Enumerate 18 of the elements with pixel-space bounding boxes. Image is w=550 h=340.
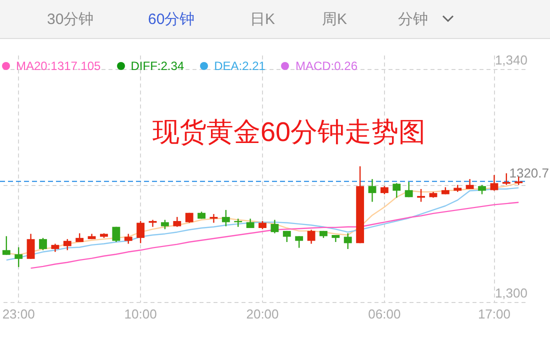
text: 日K bbox=[250, 10, 276, 29]
legend-label: DEA:2.21 bbox=[214, 59, 266, 73]
legend-label: MA20:1317.105 bbox=[16, 59, 101, 73]
legend-label: MACD:0.26 bbox=[295, 59, 358, 73]
text: 分钟 bbox=[398, 10, 428, 29]
x-tick-label: 06:00 bbox=[368, 306, 401, 322]
text: 30分钟 bbox=[47, 10, 94, 29]
x-tick-label: 17:00 bbox=[478, 306, 510, 322]
x-tick-label: 10:00 bbox=[124, 306, 157, 322]
legend-label: DIFF:2.34 bbox=[130, 59, 184, 73]
x-tick-label: 23:00 bbox=[2, 306, 35, 322]
text: 周K bbox=[322, 10, 348, 29]
x-tick-label: 20:00 bbox=[246, 306, 279, 322]
text: 现货黄金60分钟走势图 bbox=[151, 116, 427, 149]
y-tick-label: 1,300 bbox=[494, 286, 528, 300]
ref-line-label: 1320.7 bbox=[509, 165, 549, 180]
text: 60分钟 bbox=[148, 10, 195, 29]
y-tick-label: 1,340 bbox=[494, 52, 528, 68]
